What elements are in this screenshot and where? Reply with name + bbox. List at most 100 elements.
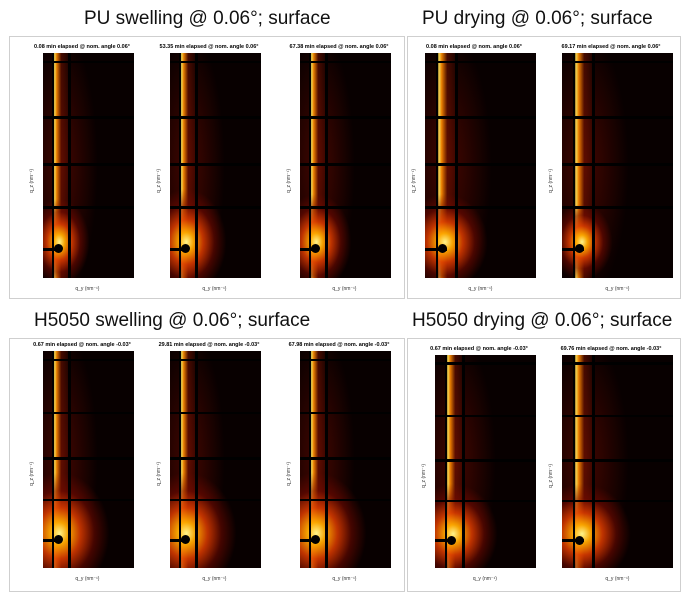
detector-gap-horizontal — [43, 358, 134, 362]
y-axis-label: q_z (nm⁻¹) — [421, 463, 427, 488]
detector-gap-vertical-edge — [445, 355, 447, 568]
scattering-image: 1.210.80.60.40.2000.10.20.3 — [562, 355, 673, 568]
detector-gap-horizontal — [170, 163, 261, 166]
detector-gap-horizontal — [300, 206, 391, 209]
detector-gap-horizontal — [43, 60, 134, 64]
panel-title: 29.81 min elapsed @ nom. angle -0.03° — [158, 342, 260, 348]
detector-gap-horizontal — [170, 457, 261, 460]
panel-title: 69.17 min elapsed @ nom. angle 0.06° — [561, 44, 661, 50]
y-axis-label: q_z (nm⁻¹) — [548, 168, 554, 193]
detector-gap-horizontal — [300, 60, 391, 64]
detector-gap-vertical — [462, 355, 466, 568]
detector-gap-vertical — [194, 351, 198, 568]
scattering-image: 1.210.80.60.40.2000.10.20.3 — [562, 53, 673, 278]
x-axis-label: q_y (nm⁻¹) — [75, 576, 100, 582]
beamstop-arm — [170, 538, 189, 542]
scattering-image: 1.210.80.60.40.2000.10.20.3 — [300, 53, 391, 278]
x-axis-label: q_y (nm⁻¹) — [202, 286, 227, 292]
y-axis-label: q_z (nm⁻¹) — [286, 168, 292, 193]
x-axis-label: q_y (nm⁻¹) — [75, 286, 100, 292]
detector-gap-horizontal — [300, 411, 391, 415]
y-axis-label: q_z (nm⁻¹) — [29, 168, 35, 193]
panel-title: 69.76 min elapsed @ nom. angle -0.03° — [560, 346, 662, 352]
x-axis-label: q_y (nm⁻¹) — [332, 576, 357, 582]
scattering-image: 1.210.80.60.40.2000.10.20.3 — [170, 351, 261, 568]
detector-gap-horizontal — [170, 411, 261, 415]
x-axis-label: q_y (nm⁻¹) — [605, 576, 630, 582]
panel-title: 0.67 min elapsed @ nom. angle -0.03° — [430, 346, 528, 352]
x-axis-label: q_y (nm⁻¹) — [468, 286, 493, 292]
detector-gap-horizontal — [425, 163, 536, 166]
y-axis-label: q_z (nm⁻¹) — [156, 461, 162, 486]
detector-gap-horizontal — [300, 116, 391, 119]
detector-gap-horizontal — [43, 498, 134, 502]
detector-gap-vertical — [324, 351, 328, 568]
detector-gap-horizontal — [562, 499, 673, 503]
x-axis-label: q_y (nm⁻¹) — [332, 286, 357, 292]
section-title-pu-drying: PU drying @ 0.06°; surface — [422, 8, 653, 29]
panel-title: 67.98 min elapsed @ nom. angle -0.03° — [288, 342, 390, 348]
beamstop-arm — [435, 539, 456, 543]
detector-gap-horizontal — [435, 414, 536, 418]
detector-gap-horizontal — [562, 414, 673, 418]
detector-gap-vertical-edge — [436, 53, 438, 278]
detector-gap-horizontal — [562, 60, 673, 64]
beamstop-arm — [425, 247, 448, 251]
detector-gap-horizontal — [562, 163, 673, 166]
detector-gap-vertical-edge — [179, 53, 181, 278]
detector-gap-vertical-edge — [52, 351, 54, 568]
scattering-image: 1.210.80.60.40.2000.10.20.3 — [435, 355, 536, 568]
detector-gap-vertical-edge — [573, 53, 575, 278]
x-axis-label: q_y (nm⁻¹) — [202, 576, 227, 582]
scattering-image: 1.210.80.60.40.2000.10.20.3 — [300, 351, 391, 568]
detector-gap-horizontal — [170, 116, 261, 119]
section-title-pu-swelling: PU swelling @ 0.06°; surface — [84, 8, 331, 29]
detector-gap-vertical — [591, 53, 595, 278]
detector-gap-vertical-edge — [573, 355, 575, 568]
detector-gap-horizontal — [170, 498, 261, 502]
detector-gap-horizontal — [562, 116, 673, 119]
x-axis-label: q_y (nm⁻¹) — [472, 576, 497, 582]
scattering-image: 1.210.80.60.40.2000.10.20.3 — [170, 53, 261, 278]
beamstop-arm — [300, 247, 319, 251]
detector-gap-horizontal — [43, 163, 134, 166]
detector-gap-horizontal — [300, 498, 391, 502]
detector-gap-horizontal — [43, 206, 134, 209]
detector-gap-horizontal — [43, 457, 134, 460]
detector-gap-vertical-edge — [309, 53, 311, 278]
y-axis-label: q_z (nm⁻¹) — [29, 461, 35, 486]
detector-gap-vertical — [454, 53, 458, 278]
detector-gap-horizontal — [43, 116, 134, 119]
gisaxs-panel-4: 0.08 min elapsed @ nom. angle 0.06° 1.210… — [410, 44, 538, 292]
panel-title: 53.35 min elapsed @ nom. angle 0.06° — [159, 44, 259, 50]
detector-gap-horizontal — [562, 459, 673, 462]
gisaxs-panel-8: 67.98 min elapsed @ nom. angle -0.03° 1.2… — [285, 342, 393, 582]
section-title-h5050-drying: H5050 drying @ 0.06°; surface — [412, 310, 673, 331]
detector-gap-horizontal — [425, 206, 536, 209]
panel-title: 67.38 min elapsed @ nom. angle 0.06° — [289, 44, 389, 50]
y-axis-label: q_z (nm⁻¹) — [411, 168, 417, 193]
detector-gap-vertical-edge — [52, 53, 54, 278]
gisaxs-panel-6: 0.67 min elapsed @ nom. angle -0.03° 1.21… — [28, 342, 136, 582]
detector-gap-horizontal — [435, 459, 536, 462]
detector-gap-vertical-edge — [309, 351, 311, 568]
detector-gap-horizontal — [43, 411, 134, 415]
beamstop-arm — [170, 247, 189, 251]
detector-gap-vertical — [324, 53, 328, 278]
gisaxs-panel-7: 29.81 min elapsed @ nom. angle -0.03° 1.2… — [155, 342, 263, 582]
section-title-h5050-swelling: H5050 swelling @ 0.06°; surface — [34, 310, 311, 331]
scattering-image: 1.210.80.60.40.2000.10.20.3 — [425, 53, 536, 278]
detector-gap-horizontal — [170, 60, 261, 64]
detector-gap-horizontal — [562, 206, 673, 209]
beamstop-arm — [562, 247, 585, 251]
detector-gap-horizontal — [425, 116, 536, 119]
detector-gap-horizontal — [300, 358, 391, 362]
gisaxs-panel-2: 53.35 min elapsed @ nom. angle 0.06° 1.21… — [155, 44, 263, 292]
detector-gap-vertical — [67, 351, 71, 568]
detector-gap-horizontal — [435, 362, 536, 365]
beamstop-arm — [300, 538, 319, 542]
gisaxs-panel-9: 0.67 min elapsed @ nom. angle -0.03° 1.21… — [420, 346, 538, 582]
gisaxs-panel-1: 0.08 min elapsed @ nom. angle 0.06° 1.210… — [28, 44, 136, 292]
detector-gap-vertical — [194, 53, 198, 278]
detector-gap-horizontal — [425, 60, 536, 64]
